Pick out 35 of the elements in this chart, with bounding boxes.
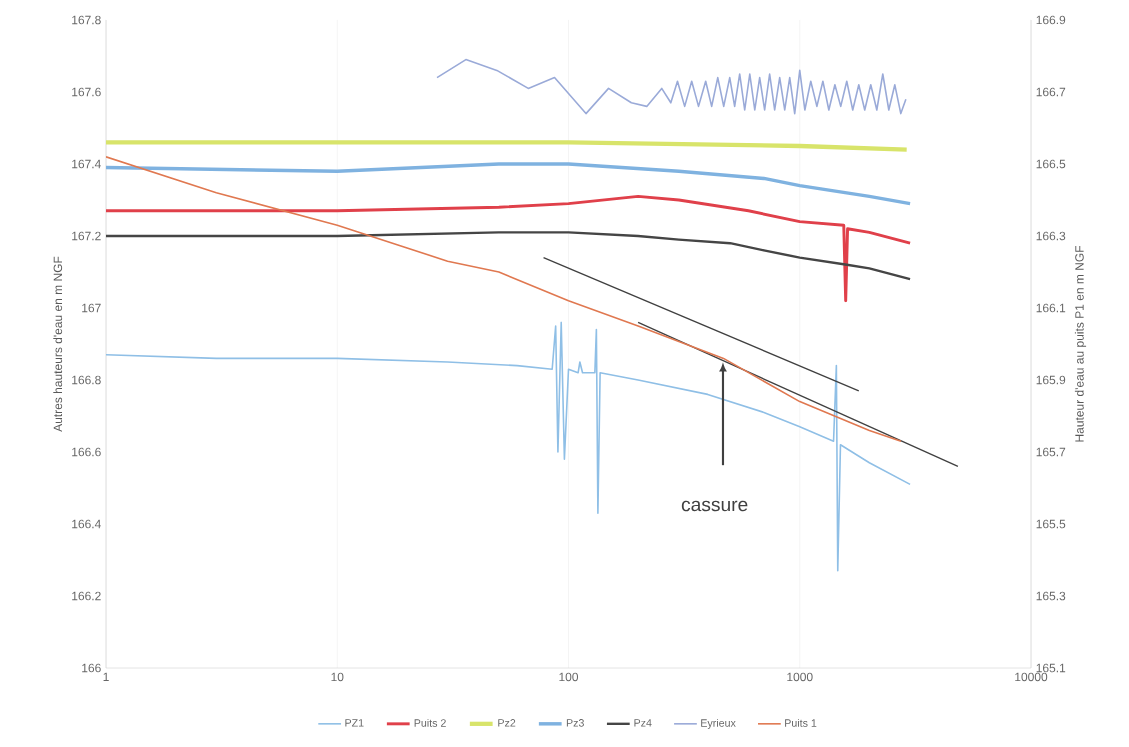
legend-label: Eyrieux xyxy=(701,718,736,729)
x-tick-label: 100 xyxy=(559,672,579,682)
y-tick-label: 166.8 xyxy=(72,375,101,385)
legend-label: Pz4 xyxy=(634,719,652,727)
y-tick-label: 167.6 xyxy=(72,87,101,97)
y-tick-label: 167.2 xyxy=(72,231,101,241)
annotation: cassure xyxy=(681,500,748,512)
y2-tick-label: 166.3 xyxy=(1036,231,1066,241)
legend-label: Puits 1 xyxy=(785,718,817,727)
x-tick-label: 1 xyxy=(103,672,109,681)
legend-label: Pz3 xyxy=(566,719,584,727)
y-tick-label: 167.4 xyxy=(72,159,101,169)
y-tick-label: 166.6 xyxy=(72,447,101,457)
y2-tick-label: 166.1 xyxy=(1036,303,1066,313)
y2-tick-label: 165.1 xyxy=(1036,663,1066,673)
y2-tick-label: 166.7 xyxy=(1036,87,1066,97)
y-tick-label: 167.8 xyxy=(72,15,101,25)
y2-tick-label: 166.5 xyxy=(1036,159,1066,169)
legend-label: Puits 2 xyxy=(414,718,446,727)
y2-tick-label: 165.9 xyxy=(1036,375,1066,385)
x-tick-label: 1000 xyxy=(787,672,813,682)
x-tick-label: 10 xyxy=(331,672,344,682)
legend-label: Pz2 xyxy=(498,719,516,727)
y-tick-label: 166.4 xyxy=(72,519,101,529)
y2-tick-label: 165.5 xyxy=(1036,519,1066,529)
y2-axis-title: Hauteur d'eau au puits P1 en m NGF xyxy=(1074,245,1087,442)
x-tick-label: 10000 xyxy=(1015,672,1048,682)
y-tick-label: 166 xyxy=(82,663,101,673)
y-tick-label: 167 xyxy=(82,303,101,313)
y-tick-label: 166.2 xyxy=(72,591,101,601)
legend-label: PZ1 xyxy=(345,719,364,727)
y2-tick-label: 166.9 xyxy=(1036,15,1066,25)
y2-tick-label: 165.3 xyxy=(1036,591,1066,601)
y2-tick-label: 165.7 xyxy=(1036,447,1066,457)
y-axis-title: Autres hauteurs d'eau en m NGF xyxy=(53,256,63,432)
